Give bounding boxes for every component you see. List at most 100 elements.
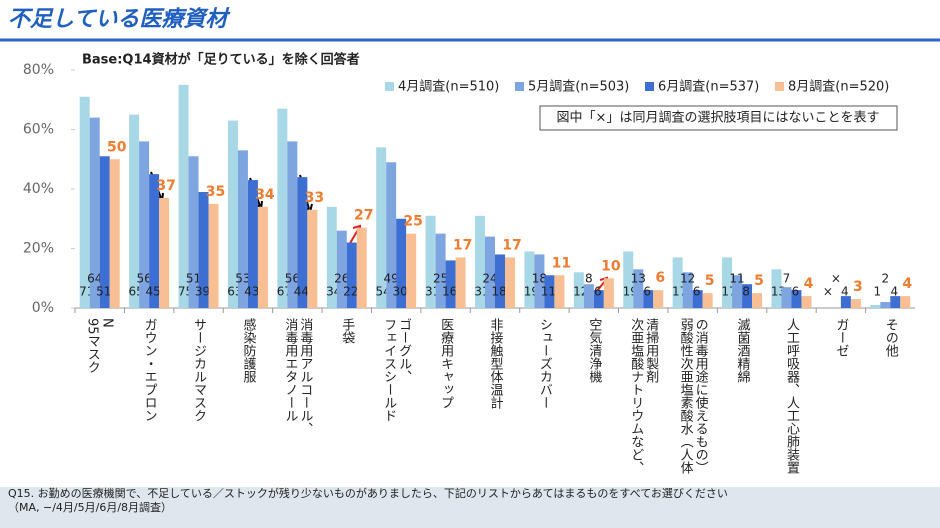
x-tick-label: の消毒用途に使えるもの） 弱酸性次亜塩素酸水（人体 xyxy=(677,318,708,474)
bar xyxy=(583,284,594,308)
data-label: 6 xyxy=(594,285,602,299)
x-tick-label: 感染防護服 xyxy=(240,318,256,383)
bar xyxy=(326,206,337,308)
bar xyxy=(376,147,387,308)
bar xyxy=(900,296,911,308)
bar xyxy=(850,299,861,308)
bar xyxy=(505,257,515,308)
bar xyxy=(99,156,110,308)
data-label: 4 xyxy=(902,276,912,292)
data-label: 35 xyxy=(206,184,225,200)
data-label: 5 xyxy=(705,273,715,289)
x-tick-label: サージカルマスク xyxy=(191,318,207,422)
bar xyxy=(643,290,654,308)
bar xyxy=(544,275,555,308)
data-label: × xyxy=(831,272,841,286)
legend-label: 5月調査(n=503) xyxy=(528,80,629,95)
data-label: 17 xyxy=(453,237,472,253)
bar xyxy=(287,141,298,308)
data-label: 39 xyxy=(195,285,210,299)
data-label: 37 xyxy=(156,178,175,194)
data-label: 10 xyxy=(601,258,621,274)
x-tick-label: N 95マスク xyxy=(84,318,115,374)
data-label: 27 xyxy=(354,208,373,224)
bar xyxy=(485,236,495,308)
bar xyxy=(198,191,209,308)
data-label: 4 xyxy=(804,276,814,292)
data-label: 7 xyxy=(783,272,791,286)
bar xyxy=(208,203,219,308)
data-label: × xyxy=(823,285,833,299)
bar xyxy=(791,290,802,308)
data-label: 6 xyxy=(655,270,665,286)
data-label: 49 xyxy=(384,272,399,286)
data-label: 6 xyxy=(792,285,800,299)
y-tick-label: 80% xyxy=(23,62,54,78)
data-label: 12 xyxy=(680,272,695,286)
bar xyxy=(840,296,851,308)
bar xyxy=(475,215,485,308)
data-label: 51 xyxy=(96,285,111,299)
data-label: 50 xyxy=(107,139,127,155)
data-label: 11 xyxy=(541,285,556,299)
bar xyxy=(178,84,189,308)
bar xyxy=(109,159,120,308)
x-tick-label: ガウン・エプロン xyxy=(141,318,157,422)
bar xyxy=(752,293,763,308)
x-tick-label: ゴーグル、 フェイスシールド xyxy=(381,318,412,422)
data-label: 11 xyxy=(729,272,744,286)
bar xyxy=(880,302,891,308)
bar xyxy=(870,305,881,308)
data-label: 53 xyxy=(235,272,250,286)
bar xyxy=(257,206,268,308)
bar xyxy=(771,269,782,308)
bar xyxy=(89,117,100,308)
data-label: 24 xyxy=(482,272,497,286)
bar xyxy=(425,215,436,308)
data-label: 56 xyxy=(285,272,300,286)
data-label: 18 xyxy=(532,272,547,286)
bar xyxy=(524,251,535,308)
footnote-band: Q15. お勤めの医療機関で、不足している／ストックが残り少ないものがありました… xyxy=(0,487,940,528)
data-label: 51 xyxy=(186,272,201,286)
bar xyxy=(573,272,584,308)
x-tick-label: 医療用キャップ xyxy=(438,318,454,409)
note-box xyxy=(539,105,898,131)
data-label: 43 xyxy=(244,285,259,299)
bar xyxy=(129,114,140,308)
data-label: 4 xyxy=(841,285,849,299)
data-label: 16 xyxy=(442,285,457,299)
bar xyxy=(633,269,644,308)
bar xyxy=(692,290,703,308)
x-tick-label: 清掃用製剤 次亜塩酸ナトリウムなど、 xyxy=(628,318,659,474)
bar xyxy=(702,293,713,308)
data-label: 6 xyxy=(693,285,701,299)
bar xyxy=(386,162,397,308)
bar xyxy=(435,233,446,308)
bar xyxy=(732,275,743,308)
bar xyxy=(742,284,753,308)
bar xyxy=(801,296,812,308)
bar xyxy=(445,260,456,308)
y-tick-label: 20% xyxy=(23,241,54,257)
data-label: 45 xyxy=(145,285,160,299)
legend-swatch xyxy=(515,82,524,91)
bar xyxy=(149,174,160,308)
legend-swatch xyxy=(775,82,784,91)
bar xyxy=(188,156,199,308)
bar xyxy=(890,296,901,308)
y-tick-label: 40% xyxy=(23,181,54,197)
data-label: 64 xyxy=(87,272,102,286)
data-label: 1 xyxy=(873,285,881,299)
x-tick-label: 消毒用アルコール、 消毒用エタノール xyxy=(282,318,313,435)
x-tick-label: ガーゼ xyxy=(833,318,849,357)
data-label: 11 xyxy=(552,255,571,271)
data-label: 34 xyxy=(255,187,275,203)
bar xyxy=(603,278,614,308)
bar xyxy=(227,120,238,308)
bar xyxy=(139,141,150,308)
legend-swatch xyxy=(645,82,654,91)
subtitle: Base:Q14資材が「足りている」を除く回答者 xyxy=(82,52,360,68)
